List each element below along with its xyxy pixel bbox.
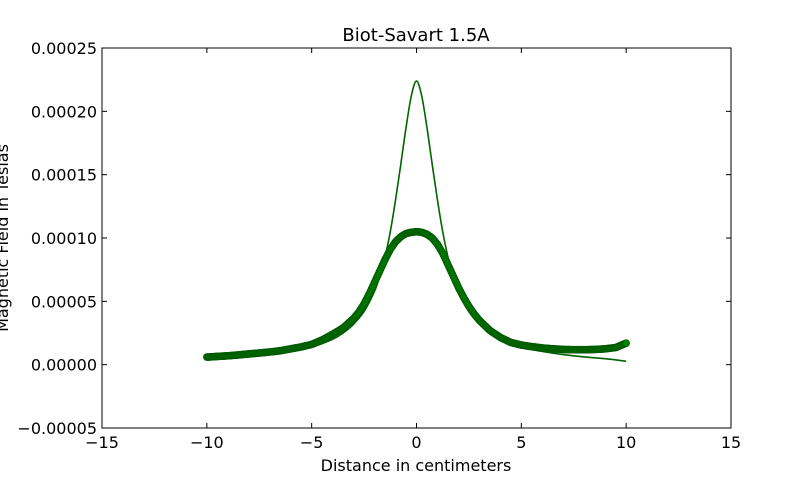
plot-frame [101,47,732,429]
y-tick-label: 0.00010 [31,229,97,248]
y-tick-label: 0.00000 [31,356,97,375]
x-tick-label: −10 [190,433,224,452]
x-tick-label: 15 [721,433,741,452]
y-tick-label: 0.00005 [31,292,97,311]
theory-line [206,80,627,363]
y-tick-label: 0.00015 [31,166,97,185]
x-tick-label: 10 [616,433,636,452]
measured-point [622,339,630,347]
plot-data [203,80,630,363]
chart-title: Biot-Savart 1.5A [342,25,490,46]
x-tick-label: −15 [85,433,119,452]
x-axis-label: Distance in centimeters [321,456,512,475]
measured-series [203,227,630,361]
axis-ticks: −15 −10 −5 0 5 10 15 −0.00005 0.00000 0.00005 0.00… [17,39,741,452]
y-tick-label: 0.00025 [31,39,97,58]
y-tick-label: −0.00005 [17,419,97,438]
x-tick-label: 5 [516,433,526,452]
x-tick-label: 0 [411,433,421,452]
y-tick-label: 0.00020 [31,102,97,121]
x-tick-label: −5 [300,433,324,452]
y-axis-label: Magnetic Field in Teslas [0,144,12,332]
